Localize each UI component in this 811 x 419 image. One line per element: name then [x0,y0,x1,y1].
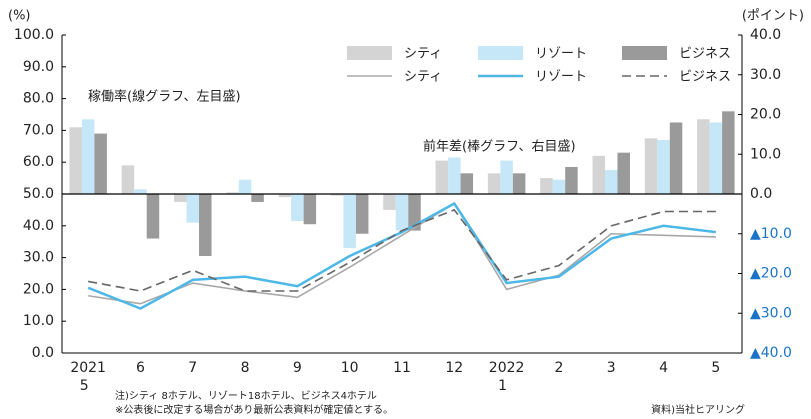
bar [383,194,396,210]
bar [251,194,264,202]
bar [592,155,605,194]
x-year-label: 2021 [70,360,106,376]
legend-label: シティ [404,70,442,85]
bar [512,173,526,194]
x-tick-label: 2 [554,360,563,376]
bar [121,165,135,194]
y-tick-label: 100.0 [14,27,54,43]
bar [448,157,461,194]
bar [487,173,501,194]
y-tick-label: 80.0 [23,91,54,107]
x-tick-label: 5 [711,360,720,376]
y2-tick-label: ▲10.0 [750,226,792,242]
x-tick-label: 11 [393,360,411,376]
y2-tick-label: 0.0 [750,186,772,202]
bar [278,194,292,198]
note: ※公表後に改定する場合があり最新公表資料が確定値とする。 [115,403,393,416]
line [88,208,716,292]
bar [134,189,147,194]
y2-unit: (ポイント) [742,9,804,24]
bar [604,170,618,194]
x-tick-label: 7 [188,360,197,376]
bar [644,138,658,194]
y2-tick-label: ▲40.0 [750,345,792,361]
bar [500,160,513,194]
bar [435,160,449,194]
legend-label: リゾート [535,70,587,85]
annotation: 稼働率(線グラフ、左目盛) [88,89,241,105]
x-tick-label: 10 [341,360,359,376]
x-tick-label: 8 [241,360,250,376]
y-tick-label: 20.0 [23,281,54,297]
note: 注)シティ 8ホテル、リゾート18ホテル、ビジネス4ホテル [115,389,377,402]
y2-tick-label: ▲30.0 [750,305,792,321]
line [88,202,716,305]
y-tick-label: 0.0 [32,345,54,361]
y2-tick-label: ▲20.0 [750,266,792,282]
bar [669,122,683,194]
bar [69,127,82,194]
x-tick-label: 9 [293,360,302,376]
x-tick-label: 12 [445,360,463,376]
bar [238,179,252,194]
y-tick-label: 10.0 [23,313,54,329]
bar [617,152,630,194]
y2-tick-label: 40.0 [750,27,781,43]
bar [146,194,160,239]
legend-swatch [347,46,392,60]
bar [552,179,566,194]
x-tick-label: 4 [659,360,668,376]
x-tick-label: 1 [498,378,507,394]
legend-label: ビジネス [679,70,731,85]
x-tick-label: 5 [80,378,89,394]
y-unit: (%) [8,9,31,24]
x-tick-label: 6 [136,360,145,376]
bar [186,194,200,223]
bar [303,194,317,225]
bar [94,133,107,194]
bar [330,194,344,196]
legend-label: ビジネス [679,47,731,62]
y-tick-label: 40.0 [23,218,54,234]
bar [408,194,421,231]
y-tick-label: 50.0 [23,186,54,202]
bar [709,122,723,194]
bar [199,194,212,257]
bar [395,194,409,231]
y-tick-label: 70.0 [23,122,54,138]
bar [540,178,553,194]
bar [697,119,710,194]
bar [343,194,356,249]
x-year-label: 2022 [489,360,525,376]
bar [174,194,187,202]
bar [355,194,369,234]
y2-tick-label: 10.0 [750,146,781,162]
y-tick-label: 60.0 [23,154,54,170]
legend-label: シティ [404,47,442,62]
x-tick-label: 3 [607,360,616,376]
legend-swatch [478,46,523,60]
line [87,201,716,310]
legend-swatch [622,46,667,60]
bar [81,119,95,194]
y-tick-label: 30.0 [23,250,54,266]
bar [565,166,578,194]
legend-label: リゾート [535,47,587,62]
y-tick-label: 90.0 [23,59,54,75]
bar [291,194,304,222]
source: 資料)当社ヒアリング [651,403,745,416]
bar [460,173,474,194]
y2-tick-label: 30.0 [750,67,781,83]
bar [722,111,735,194]
y2-tick-label: 20.0 [750,107,781,123]
bar [657,139,670,194]
annotation: 前年差(棒グラフ、右目盛) [423,139,576,155]
bar [226,192,239,194]
